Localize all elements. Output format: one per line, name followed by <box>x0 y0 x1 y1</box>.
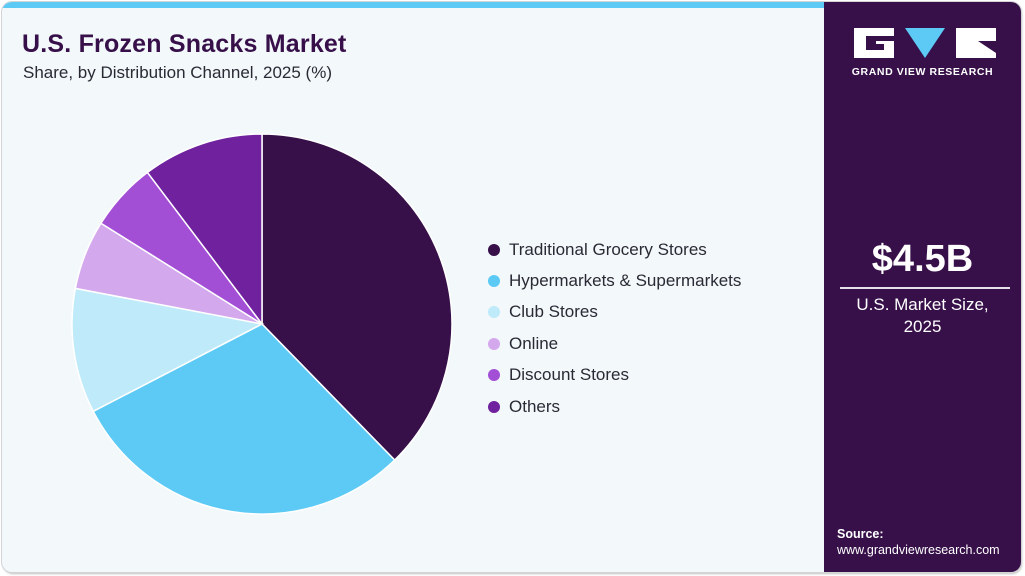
legend-label: Traditional Grocery Stores <box>509 239 707 259</box>
legend-dot-icon <box>488 369 500 382</box>
logo-text: GRAND VIEW RESEARCH <box>851 66 994 78</box>
pie-slice-others <box>146 133 263 327</box>
legend-label: Discount Stores <box>509 365 629 385</box>
legend-item-traditional-grocery: Traditional Grocery Stores <box>488 234 741 265</box>
source-label: Source: <box>837 527 884 541</box>
pie-slice-traditional-grocery-stores <box>261 133 453 462</box>
legend-label: Hypermarkets & Supermarkets <box>509 271 742 291</box>
market-size-label-line1: U.S. Market Size, <box>856 295 989 314</box>
pie-slice-hypermarkets-supermarkets <box>92 323 396 515</box>
pie-slice-club-stores <box>71 287 265 413</box>
legend-label: Online <box>509 333 559 353</box>
divider <box>840 287 1010 289</box>
pie-chart <box>71 133 453 515</box>
accent-bar <box>2 2 824 8</box>
gvr-logo-icon <box>854 28 996 58</box>
legend-dot-icon <box>488 337 500 350</box>
chart-title: U.S. Frozen Snacks Market <box>22 30 347 58</box>
legend-item-others: Others <box>488 391 741 422</box>
legend-label: Others <box>509 396 561 416</box>
market-size-label: U.S. Market Size, 2025 <box>824 294 1021 338</box>
legend-dot-icon <box>488 400 500 413</box>
legend-item-discount-stores: Discount Stores <box>488 360 741 391</box>
legend-item-hypermarkets: Hypermarkets & Supermarkets <box>488 265 741 296</box>
market-size-value: $4.5B <box>871 238 974 280</box>
legend-item-online: Online <box>488 328 741 359</box>
legend-item-club-stores: Club Stores <box>488 297 741 328</box>
source-url[interactable]: www.grandviewresearch.com <box>837 543 1000 557</box>
side-panel: GRAND VIEW RESEARCH $4.5B U.S. Market Si… <box>824 2 1021 572</box>
legend-dot-icon <box>488 243 500 256</box>
chart-legend: Traditional Grocery Stores Hypermarkets … <box>488 234 741 422</box>
legend-dot-icon <box>488 306 500 319</box>
legend-label: Club Stores <box>509 302 598 322</box>
chart-subtitle: Share, by Distribution Channel, 2025 (%) <box>23 63 332 82</box>
legend-dot-icon <box>488 275 500 288</box>
market-size-label-year: 2025 <box>903 317 942 336</box>
